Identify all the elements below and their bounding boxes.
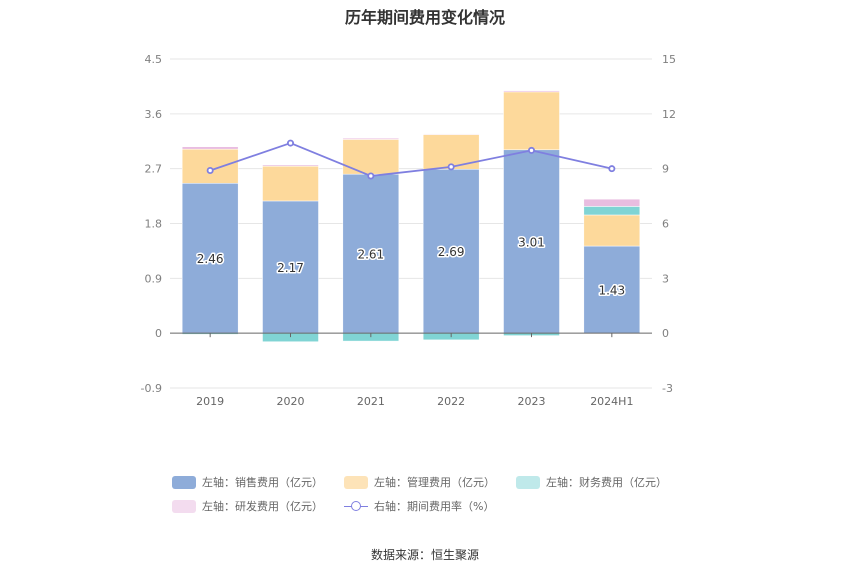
rate-point-2020 [286,139,294,147]
bar-1-2021 [342,139,400,175]
rate-point-2023 [528,146,536,154]
legend-label-sales: 左轴：销售费用（亿元） [202,476,323,489]
legend-item-sales[interactable]: 左轴：销售费用（亿元） [172,474,344,490]
y-left-tick-label: 0 [155,327,162,340]
rate-polyline [209,142,613,177]
bar-0-2022 [422,169,480,334]
data-label: 2.61 [357,248,384,262]
data-label: 2.46 [197,252,224,266]
x-tick-label: 2023 [518,395,546,408]
bar-1-2024H1 [583,214,641,247]
data-label: 2.69 [438,245,465,259]
legend-swatch-finance [516,475,540,489]
bar-0-2024H1 [583,245,641,334]
legend-item-rate[interactable]: 右轴：期间费用率（%） [344,498,516,514]
bar-3-2020 [262,164,319,167]
legend-label-finance: 左轴：财务费用（亿元） [546,476,667,489]
y-right-tick-label: 3 [662,272,669,285]
x-tick-label: 2020 [277,395,305,408]
legend-row-2: 左轴：研发费用（亿元） 右轴：期间费用率（%） [172,494,712,518]
bar-0-2023 [503,149,560,334]
legend-swatch-rd [172,499,196,513]
bar-3-2022 [422,133,480,135]
y-right-tick-label: 12 [662,108,676,121]
legend-label-rd: 左轴：研发费用（亿元） [202,500,323,513]
y-right-tick-label: 15 [662,53,676,66]
x-tick-label: 2019 [196,395,224,408]
y-right-tick-label: -3 [662,382,673,395]
bar-0-2019 [181,183,239,334]
x-tick-label: 2021 [357,395,385,408]
data-label: 2.17 [277,261,304,275]
legend-swatch-sales [172,475,196,489]
rate-point-2019 [206,166,214,174]
legend-label-rate: 右轴：期间费用率（%） [374,500,495,513]
chart-title: 历年期间费用变化情况 [344,8,505,27]
data-label: 3.01 [518,235,545,249]
bar-1-2023 [503,91,560,151]
bars [181,90,641,342]
bar-0-2020 [262,200,319,334]
bar-3-2019 [181,146,239,150]
data-source: 数据来源：恒生聚源 [370,548,479,562]
y-right-tick-label: 0 [662,327,669,340]
x-axis: 2019 2020 2021 2022 2023 2024H1 [196,333,633,408]
gridlines [170,58,652,389]
y-left-tick-label: -0.9 [141,382,162,395]
legend-row-1: 左轴：销售费用（亿元） 左轴：管理费用（亿元） 左轴：财务费用（亿元） [172,470,712,494]
y-left-tick-label: 2.7 [145,163,163,176]
legend: 左轴：销售费用（亿元） 左轴：管理费用（亿元） 左轴：财务费用（亿元） 左轴：研… [172,470,712,518]
y-left-axis: -0.9 0 0.9 1.8 2.7 3.6 4.5 [141,53,162,395]
bar-2-2024H1 [583,206,641,216]
y-left-tick-label: 1.8 [145,218,163,231]
rate-point-2024H1 [608,165,616,173]
y-right-axis: -3 0 3 6 9 12 15 [662,53,676,395]
bar-1-2019 [181,148,239,184]
legend-swatch-admin [344,475,368,489]
data-labels: 2.46 2.17 2.61 2.69 3.01 1.43 [195,234,626,299]
y-right-tick-label: 6 [662,218,669,231]
bar-3-2024H1 [583,198,641,207]
bar-3-2021 [342,137,400,140]
x-tick-label: 2024H1 [590,395,633,408]
x-tick-label: 2022 [437,395,465,408]
rate-point-2021 [367,172,375,180]
y-left-tick-label: 4.5 [145,53,163,66]
legend-swatch-rate [344,500,368,513]
y-left-tick-label: 0.9 [145,272,163,285]
y-right-tick-label: 9 [662,163,669,176]
bar-3-2023 [503,90,560,93]
legend-item-admin[interactable]: 左轴：管理费用（亿元） [344,474,516,490]
y-left-tick-label: 3.6 [145,108,163,121]
rate-point-2022 [447,163,455,171]
bar-1-2020 [262,165,319,202]
legend-label-admin: 左轴：管理费用（亿元） [374,476,495,489]
rate-line [206,139,616,180]
legend-item-finance[interactable]: 左轴：财务费用（亿元） [516,474,688,490]
data-label: 1.43 [598,284,625,298]
bar-0-2021 [342,173,400,334]
legend-item-rd[interactable]: 左轴：研发费用（亿元） [172,498,344,514]
